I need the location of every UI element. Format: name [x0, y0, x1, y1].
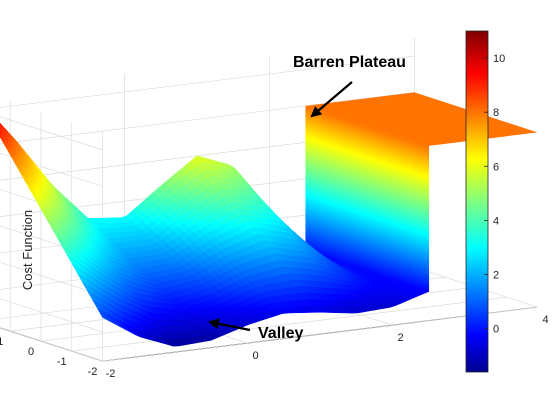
colorbar-tick-label: 10 — [493, 53, 505, 65]
x-tick-label: 0 — [252, 350, 258, 362]
annotation-barren-plateau: Barren Plateau — [293, 54, 406, 118]
annotation-valley-text: Valley — [258, 325, 303, 342]
y-tick-label: 1 — [0, 336, 3, 348]
y-tick-label: -1 — [57, 356, 67, 368]
surface-cell — [96, 307, 109, 321]
cost-surface — [0, 92, 538, 347]
grid-line-x — [0, 327, 103, 362]
annotation-barren-plateau-arrow — [310, 81, 353, 118]
y-tick-label: 0 — [28, 346, 34, 358]
colorbar-ticks: 0 2 4 6 8 10 — [484, 53, 505, 336]
colorbar-tick-label: 2 — [493, 270, 499, 282]
x-tick-label: 2 — [397, 332, 403, 344]
x-tick-label: 4 — [542, 314, 548, 326]
colorbar: 0 2 4 6 8 10 — [465, 30, 505, 373]
annotation-barren-plateau-text: Barren Plateau — [293, 54, 406, 71]
colorbar-gradient — [465, 30, 489, 373]
colorbar-tick-label: 0 — [493, 324, 499, 336]
colorbar-tick-label: 4 — [493, 215, 499, 227]
annotation-valley-arrow — [207, 318, 251, 332]
colorbar-tick-label: 8 — [493, 107, 499, 119]
z-axis-label: Cost Function — [20, 210, 35, 290]
colorbar-tick-label: 6 — [493, 161, 499, 173]
grid-line-z — [0, 55, 415, 151]
grid-line-y — [102, 306, 538, 362]
grid-line-y — [71, 296, 507, 352]
grid-line-z — [0, 92, 415, 187]
x-tick-label: -2 — [106, 368, 116, 380]
grid-line-z — [0, 164, 415, 260]
y-tick-label: -2 — [88, 366, 98, 378]
wall-cell — [305, 105, 430, 149]
annotation-valley: Valley — [207, 318, 303, 342]
